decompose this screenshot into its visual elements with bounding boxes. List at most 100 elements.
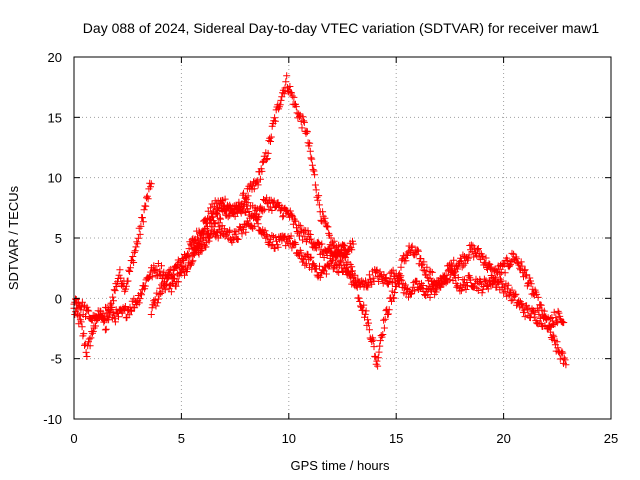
data-point bbox=[509, 296, 517, 304]
data-point bbox=[320, 217, 328, 225]
data-point bbox=[377, 332, 385, 339]
data-point bbox=[314, 196, 322, 204]
data-point bbox=[500, 289, 508, 297]
data-point bbox=[111, 315, 119, 323]
data-point bbox=[304, 227, 312, 235]
data-point bbox=[303, 128, 311, 136]
x-tick-label: 15 bbox=[389, 431, 403, 446]
data-point bbox=[282, 78, 290, 86]
data-point bbox=[143, 194, 150, 202]
data-point bbox=[122, 285, 130, 293]
data-point bbox=[368, 338, 376, 345]
data-point bbox=[297, 249, 305, 257]
data-point bbox=[155, 270, 163, 278]
data-point bbox=[484, 265, 491, 273]
data-point bbox=[82, 313, 89, 320]
data-point bbox=[169, 271, 177, 279]
data-point bbox=[459, 251, 467, 259]
data-point bbox=[518, 262, 526, 270]
data-point bbox=[163, 274, 171, 282]
data-point bbox=[388, 279, 396, 286]
data-point bbox=[536, 314, 544, 322]
x-axis-label: GPS time / hours bbox=[291, 458, 390, 473]
data-point bbox=[520, 267, 528, 275]
data-point bbox=[517, 301, 525, 308]
data-point bbox=[484, 282, 491, 290]
data-point bbox=[148, 304, 156, 312]
data-point bbox=[254, 220, 262, 228]
data-point bbox=[376, 268, 384, 276]
data-point bbox=[482, 254, 490, 262]
data-point bbox=[284, 233, 292, 241]
data-point bbox=[479, 253, 487, 261]
data-point bbox=[425, 283, 433, 291]
data-point bbox=[109, 293, 117, 301]
data-point bbox=[198, 246, 206, 254]
data-point bbox=[276, 101, 284, 109]
data-point bbox=[302, 260, 310, 268]
data-point bbox=[83, 303, 91, 311]
data-point bbox=[114, 278, 121, 286]
data-point bbox=[118, 309, 126, 317]
data-point bbox=[303, 127, 311, 135]
data-point bbox=[209, 213, 217, 221]
data-point bbox=[388, 268, 396, 276]
data-point bbox=[128, 307, 135, 315]
data-point bbox=[342, 251, 350, 258]
data-point bbox=[141, 282, 149, 290]
data-point bbox=[312, 186, 320, 194]
data-point bbox=[315, 239, 323, 247]
data-point bbox=[467, 241, 475, 249]
data-point bbox=[234, 235, 242, 243]
data-point bbox=[296, 222, 304, 230]
data-point bbox=[354, 275, 362, 283]
data-point bbox=[226, 226, 234, 234]
data-point bbox=[407, 243, 415, 251]
data-point bbox=[85, 335, 93, 343]
data-point bbox=[369, 274, 377, 282]
data-point bbox=[364, 316, 372, 324]
data-point bbox=[456, 258, 464, 266]
data-point bbox=[380, 324, 388, 332]
data-point bbox=[530, 313, 538, 321]
data-point bbox=[411, 287, 419, 295]
data-point bbox=[457, 257, 465, 265]
data-point bbox=[283, 72, 291, 80]
data-point bbox=[270, 117, 278, 125]
data-point bbox=[396, 275, 404, 283]
data-point bbox=[175, 272, 183, 280]
data-point bbox=[408, 242, 416, 250]
data-point bbox=[447, 260, 455, 268]
data-point bbox=[474, 287, 482, 294]
data-point bbox=[125, 311, 133, 319]
data-point bbox=[390, 294, 398, 302]
data-point bbox=[307, 253, 315, 261]
data-point bbox=[280, 90, 288, 98]
data-point bbox=[454, 265, 462, 273]
data-point bbox=[309, 260, 317, 268]
data-point bbox=[204, 223, 211, 231]
data-point bbox=[507, 297, 515, 305]
data-point bbox=[467, 246, 475, 254]
data-point bbox=[264, 149, 272, 157]
data-point bbox=[360, 301, 368, 309]
data-point bbox=[292, 240, 300, 248]
data-point bbox=[460, 261, 468, 269]
data-point bbox=[440, 273, 448, 281]
data-point bbox=[250, 185, 258, 193]
data-point bbox=[397, 272, 405, 280]
data-point bbox=[311, 181, 319, 189]
data-point bbox=[154, 299, 162, 307]
data-point bbox=[420, 258, 428, 266]
data-point bbox=[322, 222, 330, 230]
data-point bbox=[454, 274, 462, 281]
data-point bbox=[271, 117, 279, 125]
data-point bbox=[361, 310, 369, 318]
data-point bbox=[138, 291, 145, 299]
y-tick-label: 20 bbox=[48, 50, 62, 65]
data-point bbox=[365, 326, 373, 334]
data-point bbox=[534, 293, 542, 301]
data-point bbox=[389, 294, 397, 302]
data-point bbox=[552, 314, 560, 322]
data-point bbox=[298, 124, 306, 132]
